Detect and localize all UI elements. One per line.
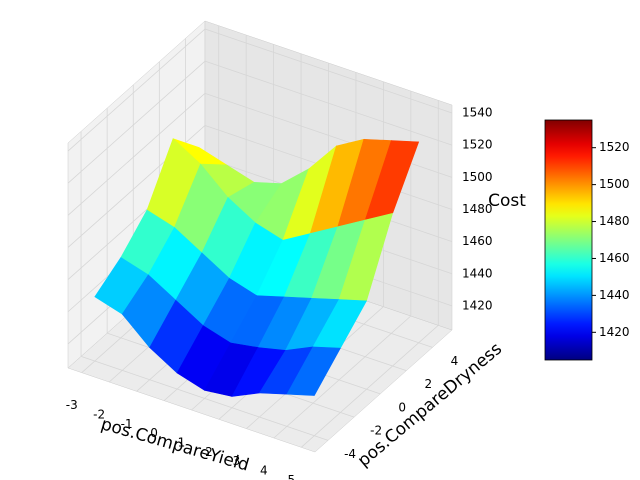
x-tick-label: -1 bbox=[121, 417, 133, 431]
colorbar-tick-label: 1500 bbox=[599, 177, 630, 191]
surface bbox=[94, 138, 420, 397]
grid-line bbox=[204, 60, 453, 146]
grid-line bbox=[301, 325, 439, 448]
colorbar-ticks: 1420 1440 1460 1480 1500 1520 bbox=[592, 140, 630, 339]
colorbar-tick-label: 1480 bbox=[599, 214, 630, 228]
z-axis-label: Cost bbox=[488, 191, 526, 211]
colorbar-tick-label: 1420 bbox=[599, 325, 630, 339]
y-tick-label: 4 bbox=[451, 354, 459, 368]
y-tick-label: -2 bbox=[370, 424, 382, 438]
grid-line bbox=[80, 356, 329, 441]
grid-line bbox=[67, 60, 206, 184]
z-tick-label: 1540 bbox=[462, 106, 493, 120]
colorbar-tick-label: 1440 bbox=[599, 288, 630, 302]
y-tick-label: 2 bbox=[425, 377, 433, 391]
x-tick-label: 0 bbox=[150, 426, 158, 440]
y-tick-label: -4 bbox=[344, 447, 356, 461]
grid-line bbox=[67, 28, 206, 152]
ticks: -3 -2 -1 0 1 2 3 4 5 -4 -2 0 2 4 1420 1440 1460 1480 1500 1… bbox=[66, 106, 493, 480]
surface-patch bbox=[286, 346, 341, 396]
x-tick-label: 2 bbox=[205, 445, 213, 459]
z-tick-label: 1460 bbox=[462, 234, 493, 248]
z-tick-label: 1520 bbox=[462, 138, 493, 152]
colorbar-tick-label: 1460 bbox=[599, 251, 630, 265]
colorbar bbox=[544, 119, 593, 361]
grid-line bbox=[67, 93, 206, 216]
z-tick-label: 1480 bbox=[462, 202, 493, 216]
x-tick-label: 1 bbox=[178, 436, 186, 450]
z-tick-label: 1440 bbox=[462, 266, 493, 280]
x-tick-label: 5 bbox=[287, 473, 295, 480]
x-tick-label: -3 bbox=[66, 398, 78, 412]
grid-line bbox=[204, 28, 453, 114]
y-tick-label: 0 bbox=[398, 400, 406, 414]
x-tick-label: 3 bbox=[233, 454, 241, 468]
z-tick-label: 1500 bbox=[462, 170, 493, 184]
grid-line bbox=[273, 315, 412, 439]
x-tick-label: -2 bbox=[93, 408, 105, 422]
x-axis-label: pos.CompareYield bbox=[99, 414, 252, 475]
z-tick-label: 1420 bbox=[462, 298, 493, 312]
colorbar-tick-label: 1520 bbox=[599, 140, 630, 154]
x-tick-label: 4 bbox=[260, 464, 268, 478]
